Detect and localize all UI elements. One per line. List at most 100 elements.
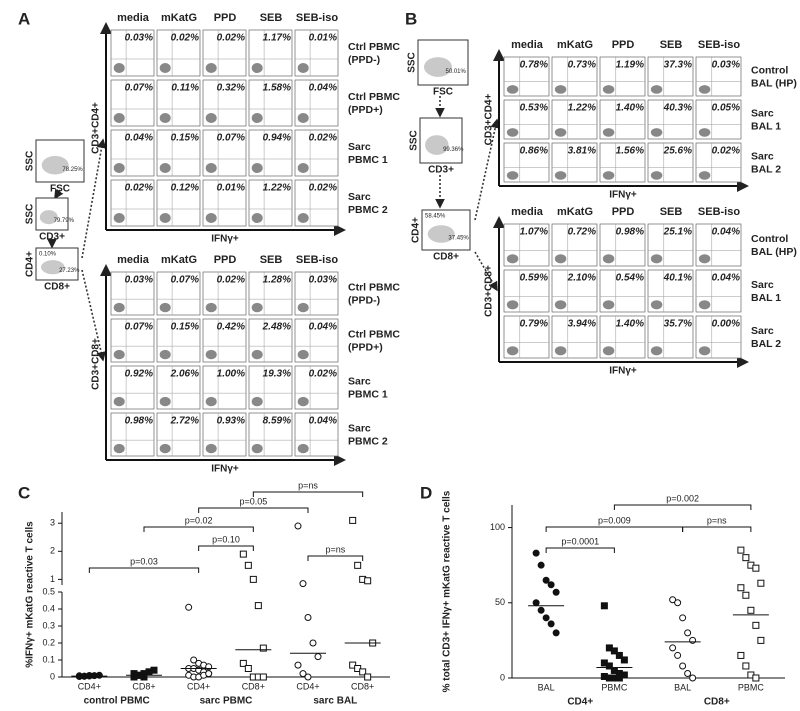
block-x-label: IFNγ+ [211,464,239,475]
frequency-value: 1.07% [520,227,548,238]
y-axis-label: % total CD3+ IFNγ+ mKatG reactive T cell… [442,490,453,692]
frequency-value: 0.59% [520,273,548,284]
frequency-value: 0.04% [309,416,337,427]
frequency-value: 0.04% [309,83,337,94]
frequency-value: 0.01% [309,33,337,44]
frequency-value: 0.73% [568,60,596,71]
gate-percent: 78.25% [62,167,83,173]
row-label: Sarc [348,375,371,387]
frequency-value: 1.28% [263,275,291,286]
frequency-value: 0.72% [568,227,596,238]
group-label: sarc BAL [313,696,357,707]
row-label: BAL (HP) [751,246,797,258]
y-tick-label: 1 [50,574,55,584]
p-value: p=0.02 [185,515,213,525]
y-tick-label: 0.5 [42,586,55,596]
frequency-value: 0.00% [712,319,740,330]
cell-cloud [205,63,217,73]
block-x-label: IFNγ+ [211,234,239,245]
group-label: sarc PBMC [200,696,253,707]
frequency-value: 8.59% [263,416,291,427]
frequency-value: 0.02% [217,33,245,44]
x-tick-label: CD4+ [78,681,101,691]
cell-cloud [506,128,519,137]
cell-cloud [159,302,171,313]
frequency-value: 1.56% [616,146,644,157]
frequency-value: 0.32% [217,83,245,94]
x-tick-label: CD8+ [132,681,155,691]
data-point [294,522,302,530]
block-y-label: CD3+CD8+ [91,338,102,390]
cell-cloud [205,213,217,223]
panel-letter: B [405,9,417,28]
cell-cloud [554,300,567,310]
p-value: p=0.10 [212,534,240,544]
block-y-label: CD3+CD4+ [91,102,102,154]
frequency-value: 0.03% [125,275,153,286]
data-point [689,636,697,644]
data-point [259,673,267,681]
gating-x-label: CD3+ [39,232,65,243]
data-point [294,661,302,669]
frequency-value: 40.1% [663,273,692,284]
data-point [249,575,257,583]
cell-cloud [297,213,309,223]
frequency-value: 0.02% [712,146,740,157]
cell-cloud [251,443,263,454]
cell-cloud [424,57,452,77]
data-point [757,636,765,644]
cell-cloud [205,163,217,173]
data-point [85,671,93,679]
frequency-value: 3.94% [568,319,596,330]
cell-cloud [159,349,171,360]
column-header: SEB [260,12,283,24]
data-point [359,668,367,676]
group-label: control PBMC [84,696,150,707]
cell-cloud [554,171,567,180]
x-tick-label: CD8+ [351,681,374,691]
data-point [145,668,153,676]
frequency-value: 0.92% [125,369,153,380]
cell-cloud [602,346,615,356]
data-point [742,591,750,599]
data-point [737,584,745,592]
gating-x-label: FSC [50,184,70,195]
cell-cloud [427,225,455,243]
frequency-value: 0.11% [171,83,199,94]
cell-cloud [650,128,663,137]
cell-cloud [113,396,125,407]
column-header: media [117,254,150,266]
comparison-bracket [307,555,364,561]
cell-cloud [41,155,69,175]
frequency-value: 0.02% [217,275,245,286]
frequency-value: 0.15% [171,322,199,333]
data-point [674,651,682,659]
y-axis-label: %IFNγ+ mKatG reactive T cells [25,521,36,668]
y-tick-label: 3 [50,518,55,528]
data-point [542,614,550,622]
data-point [742,662,750,670]
x-tick-label: PBMC [738,682,765,692]
row-label: Sarc [751,107,774,119]
row-label: PBMC 2 [348,435,388,447]
row-label: Sarc [348,191,371,203]
data-point [615,674,623,682]
y-tick-label: 0 [500,672,505,682]
frequency-value: 0.04% [712,227,740,238]
gate-percent: 50.01% [446,69,467,75]
cell-cloud [205,349,217,360]
data-point [304,614,312,621]
cell-cloud [602,254,615,264]
cell-cloud [506,346,519,356]
gating-y-label: SSC [25,204,36,225]
gating-y-label: SSC [409,130,420,151]
cell-cloud [297,349,309,360]
row-label: PBMC 1 [348,388,388,400]
gating-y-label: CD4+ [25,251,36,277]
frequency-value: 0.42% [217,322,245,333]
row-label: BAL 2 [751,163,781,175]
cell-cloud [297,163,309,173]
data-point [669,596,677,604]
column-header: SEB [660,206,683,218]
cell-cloud [554,346,567,356]
